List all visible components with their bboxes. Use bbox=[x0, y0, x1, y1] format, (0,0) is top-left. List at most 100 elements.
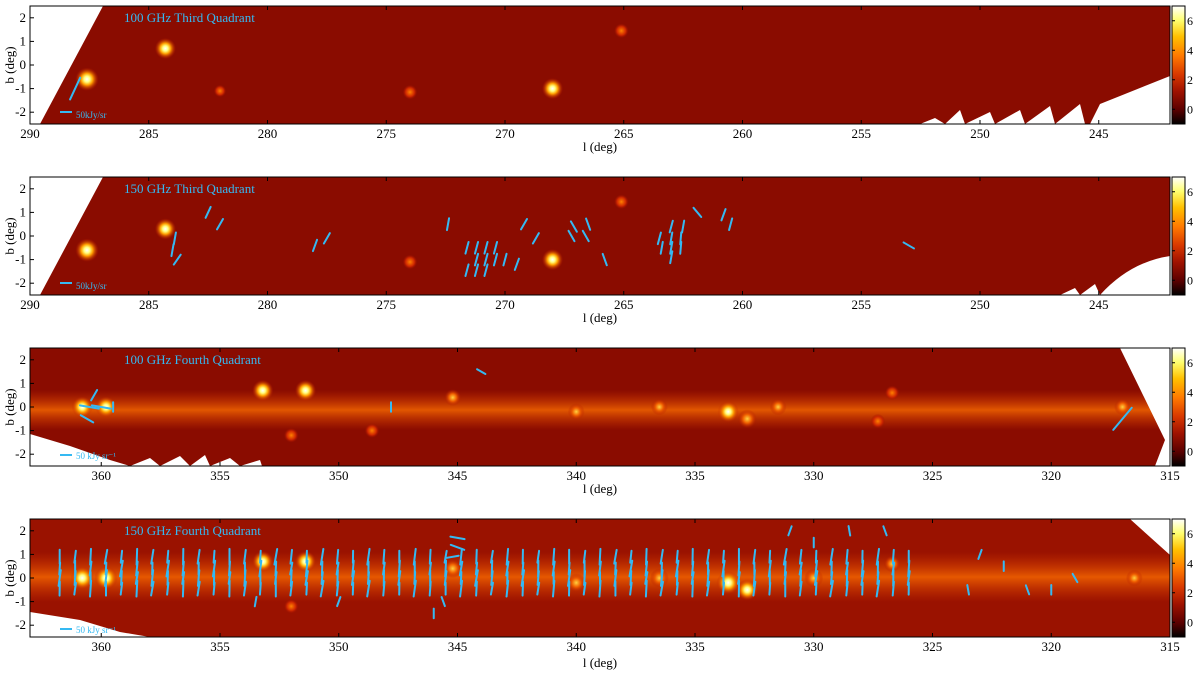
panel-4-x-tick-label: 345 bbox=[448, 639, 468, 654]
panel-1-x-tick-label: 270 bbox=[495, 126, 515, 141]
panel-1-scale-label: 50kJy/sr bbox=[76, 110, 107, 120]
panel-2-colorbar-bar bbox=[1172, 177, 1185, 295]
panel-3-y-tick-label: -2 bbox=[15, 446, 26, 461]
panel-1-colorbar-tick-label: 4 bbox=[1187, 43, 1193, 57]
panel-2-colorbar-tick-label: 2 bbox=[1187, 244, 1193, 258]
panel-2-x-tick-label: 260 bbox=[733, 297, 753, 312]
panel-3-colorbar-bar bbox=[1172, 348, 1185, 466]
panel-4-field-vector-222 bbox=[90, 581, 91, 597]
panel-1-colorbar-tick-label: 6 bbox=[1187, 14, 1193, 28]
panel-4-field-vector-192 bbox=[553, 581, 554, 597]
panel-3-x-tick-label: 315 bbox=[1160, 468, 1180, 483]
panel-4-x-tick-label: 325 bbox=[923, 639, 943, 654]
panel-2-x-tick-label: 280 bbox=[258, 297, 278, 312]
panel-3-source-14 bbox=[284, 428, 299, 443]
panel-4-x-axis-label: l (deg) bbox=[583, 655, 617, 670]
panel-4-x-tick-label: 350 bbox=[329, 639, 349, 654]
panel-4-source-4 bbox=[650, 569, 669, 588]
panel-4-field-vector-214 bbox=[214, 583, 215, 595]
panel-2-x-tick-label: 275 bbox=[377, 297, 397, 312]
panel-4-x-tick-label: 320 bbox=[1042, 639, 1062, 654]
panel-4-field-vector-5 bbox=[846, 550, 847, 564]
panel-4-field-vector-200 bbox=[430, 582, 431, 596]
panel-2-colorbar-tick-label: 0 bbox=[1187, 273, 1193, 287]
panel-1-colorbar-tick-label: 2 bbox=[1187, 73, 1193, 87]
panel-1-x-tick-label: 290 bbox=[20, 126, 40, 141]
panel-4-colorbar-tick-label: 4 bbox=[1187, 556, 1193, 570]
panel-3-source-10 bbox=[444, 389, 461, 406]
panel-4-x-tick-label: 335 bbox=[685, 639, 705, 654]
panel-3-y-tick-label: 0 bbox=[20, 399, 27, 414]
panel-3-x-axis-label: l (deg) bbox=[583, 481, 617, 496]
panel-4-y-tick-label: -2 bbox=[15, 617, 26, 632]
panel-4-field-vector-2 bbox=[893, 550, 894, 564]
panel-4-x-tick-label: 315 bbox=[1160, 639, 1180, 654]
panel-2-x-tick-label: 245 bbox=[1089, 297, 1109, 312]
panel-3: 100 GHz Fourth Quadrant 50 kJy sr⁻¹ 315 3… bbox=[2, 348, 1193, 496]
panel-1-source-1 bbox=[542, 78, 563, 99]
panel-1-y-axis-label: b (deg) bbox=[2, 46, 17, 83]
panel-2-y-axis-label: b (deg) bbox=[2, 217, 17, 254]
panel-3-title: 100 GHz Fourth Quadrant bbox=[124, 352, 261, 367]
panel-4-y-tick-label: 0 bbox=[20, 570, 27, 585]
panel-1-source-5 bbox=[614, 23, 629, 38]
panel-2-source-2 bbox=[155, 218, 176, 239]
panel-2-title: 150 GHz Third Quadrant bbox=[124, 181, 255, 196]
panel-4-x-tick-label: 330 bbox=[804, 639, 824, 654]
panel-1-x-tick-label: 260 bbox=[733, 126, 753, 141]
panel-2-y-tick-label: 0 bbox=[20, 228, 27, 243]
panel-1: 100 GHz Third Quadrant 50kJy/sr 24525025… bbox=[2, 6, 1193, 154]
panel-1-x-tick-label: 285 bbox=[139, 126, 159, 141]
panel-2-vector-10 bbox=[680, 242, 681, 254]
panel-1-x-tick-label: 255 bbox=[852, 126, 872, 141]
panel-4-field-vector-186 bbox=[646, 581, 647, 597]
panel-4-field-vector-35 bbox=[383, 550, 384, 564]
panel-2-x-axis-label: l (deg) bbox=[583, 310, 617, 325]
panel-3-source-4 bbox=[651, 399, 668, 416]
panel-4-source-12 bbox=[1126, 570, 1143, 587]
panel-1-x-tick-label: 275 bbox=[377, 126, 397, 141]
panel-4-scale-label: 50 kJy sr⁻¹ bbox=[76, 625, 116, 635]
panel-3-source-7 bbox=[252, 380, 273, 401]
panel-4-source-7 bbox=[252, 551, 273, 572]
panel-1-x-axis-label: l (deg) bbox=[583, 139, 617, 154]
panel-4-y-tick-label: 2 bbox=[20, 523, 27, 538]
panel-2-x-tick-label: 270 bbox=[495, 297, 515, 312]
panel-3-source-1 bbox=[718, 401, 739, 422]
panel-3-y-tick-label: 2 bbox=[20, 352, 27, 367]
panel-2-x-tick-label: 250 bbox=[970, 297, 990, 312]
panel-4-field-vector-189 bbox=[599, 581, 600, 597]
panel-2-y-tick-label: -2 bbox=[15, 275, 26, 290]
panel-4-source-6 bbox=[295, 551, 316, 572]
panel-2-y-tick-label: 1 bbox=[20, 204, 27, 219]
panel-1-colorbar-bar bbox=[1172, 6, 1185, 124]
panel-2-x-tick-label: 290 bbox=[20, 297, 40, 312]
panel-1-x-tick-label: 245 bbox=[1089, 126, 1109, 141]
panel-3-y-axis-label: b (deg) bbox=[2, 388, 17, 425]
panel-4-colorbar-tick-label: 2 bbox=[1187, 586, 1193, 600]
panel-3-source-2 bbox=[738, 409, 757, 428]
panel-4-field-vector-178 bbox=[769, 583, 770, 595]
panel-2-x-tick-label: 285 bbox=[139, 297, 159, 312]
panel-4-field-vector-216 bbox=[183, 581, 184, 597]
panel-3-x-tick-label: 330 bbox=[804, 468, 824, 483]
panel-4-source-13 bbox=[284, 599, 299, 614]
panel-3-scale-label: 50 kJy sr⁻¹ bbox=[76, 451, 116, 461]
panel-3-y-tick-label: 1 bbox=[20, 375, 27, 390]
panel-4-field-vector-175 bbox=[816, 583, 817, 595]
panel-4-field-vector-208 bbox=[306, 583, 307, 595]
panel-4-colorbar-tick-label: 6 bbox=[1187, 527, 1193, 541]
panel-4-field-vector-219 bbox=[136, 581, 137, 597]
panel-2-x-tick-label: 255 bbox=[852, 297, 872, 312]
panel-3-colorbar-tick-label: 0 bbox=[1187, 444, 1193, 458]
panel-2-source-5 bbox=[614, 194, 629, 209]
panel-2-colorbar-tick-label: 6 bbox=[1187, 185, 1193, 199]
panel-4-x-tick-label: 340 bbox=[567, 639, 587, 654]
panel-1-title: 100 GHz Third Quadrant bbox=[124, 10, 255, 25]
panel-4-field-vector-211 bbox=[260, 583, 261, 595]
panel-4-source-3 bbox=[804, 569, 823, 588]
